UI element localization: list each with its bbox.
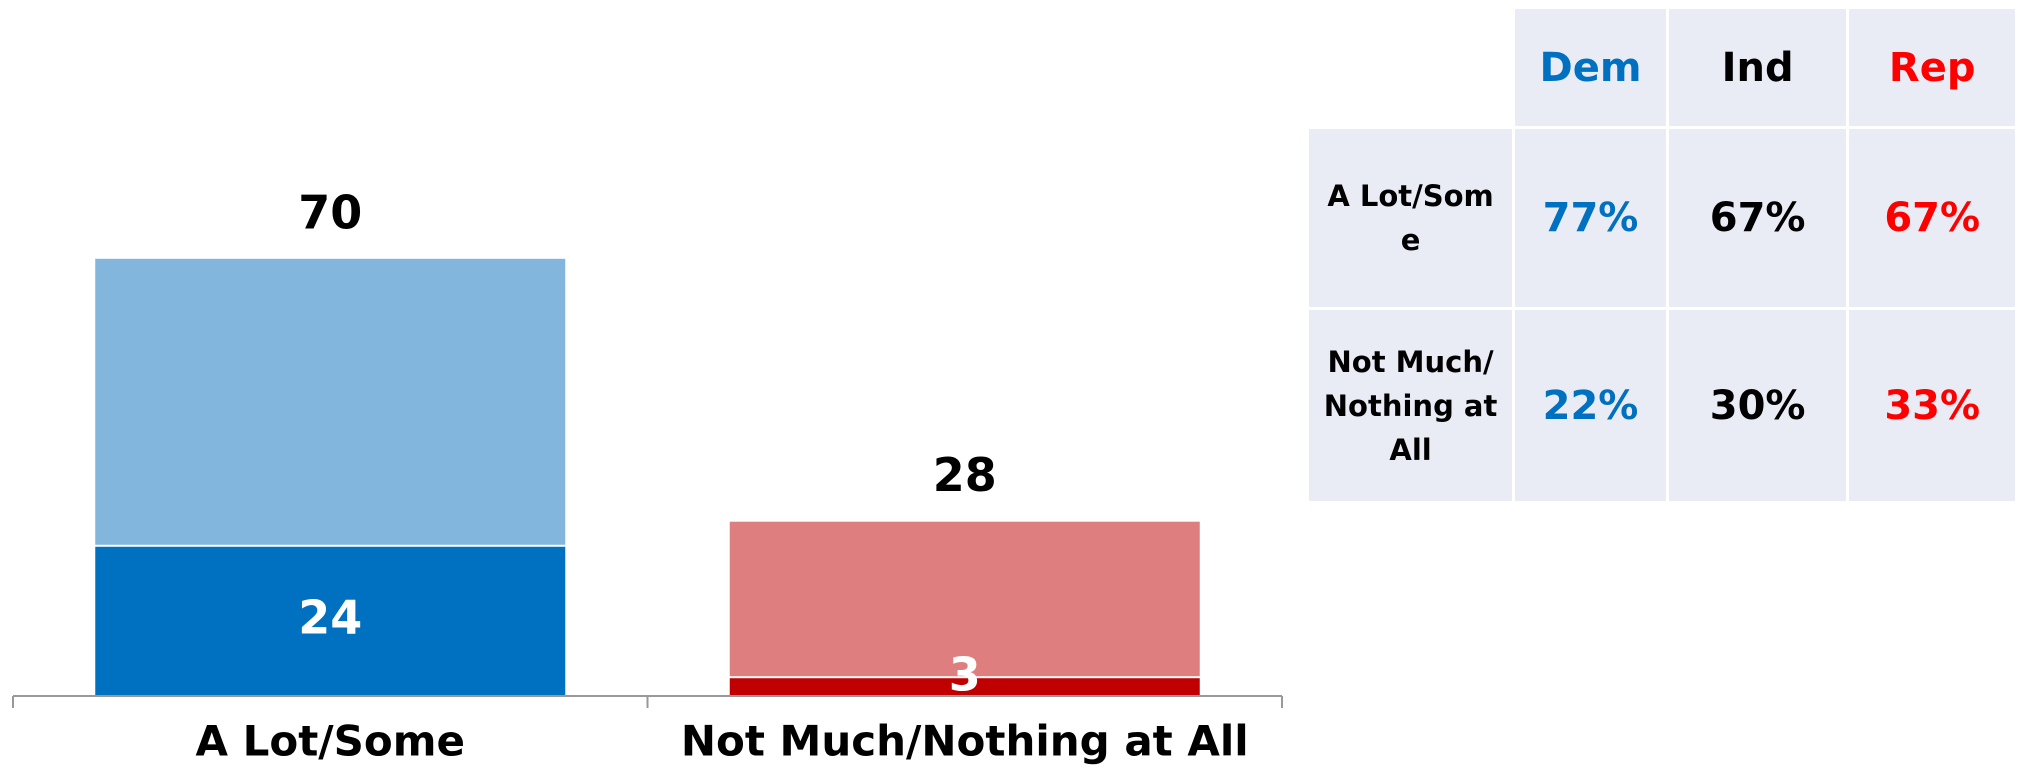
blank-cell: [1305, 6, 1516, 129]
table-row: A Lot/Some 77% 67% 67%: [1305, 126, 2018, 310]
value-label: 28: [933, 448, 997, 502]
value-label: 3: [949, 648, 981, 702]
party-table: Dem Ind Rep A Lot/Some 77% 67% 67% Not Much/Not…: [1305, 6, 2018, 504]
value-label: 70: [298, 185, 362, 239]
header-row: Dem Ind Rep: [1305, 6, 2018, 129]
inner-bar: [93, 544, 568, 698]
table-value: 77%: [1512, 126, 1669, 310]
column-header: Dem: [1512, 6, 1669, 129]
row-label: Not Much/Nothing at All: [1305, 307, 1516, 504]
row-label: A Lot/Some: [1305, 126, 1516, 310]
column-header: Rep: [1846, 6, 2018, 129]
table-value: 67%: [1846, 126, 2018, 310]
chart: 70 24 A Lot/Some 28 3 Not Much/Nothing at All: [12, 185, 1283, 766]
x-tick-label: Not Much/Nothing at All: [681, 717, 1249, 766]
table-row: Not Much/Nothing at All 22% 30% 33%: [1305, 307, 2018, 504]
table-value: 30%: [1665, 307, 1850, 504]
table-value: 67%: [1665, 126, 1850, 310]
x-tick-label: A Lot/Some: [195, 717, 465, 766]
table-value: 33%: [1846, 307, 2018, 504]
column-header: Ind: [1665, 6, 1850, 129]
total-bar: [727, 519, 1202, 697]
table-value: 22%: [1512, 307, 1669, 504]
value-label: 24: [298, 590, 362, 644]
